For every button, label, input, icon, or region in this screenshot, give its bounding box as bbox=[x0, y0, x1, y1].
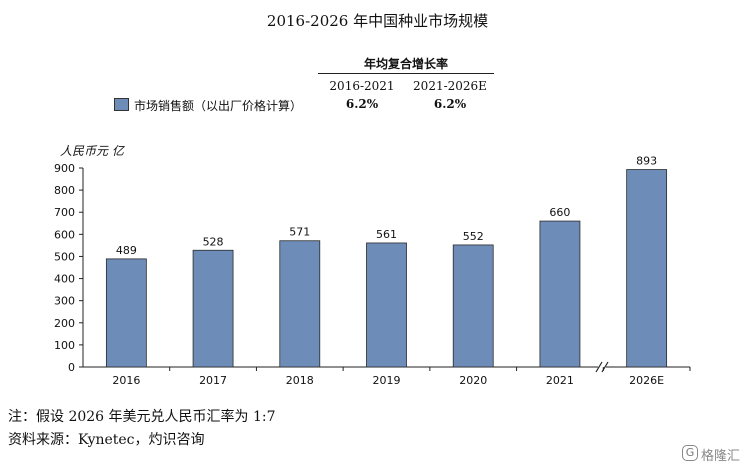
data-label: 561 bbox=[376, 228, 397, 241]
y-tick-label: 800 bbox=[54, 184, 75, 197]
legend-swatch bbox=[114, 98, 129, 111]
bar bbox=[539, 220, 581, 368]
y-tick-label: 900 bbox=[54, 162, 75, 175]
data-label: 552 bbox=[463, 230, 484, 243]
data-label: 571 bbox=[289, 226, 310, 239]
x-tick-label: 2026E bbox=[629, 374, 664, 387]
y-tick-label: 600 bbox=[54, 228, 75, 241]
bar bbox=[192, 249, 234, 368]
axis-break-mark bbox=[595, 361, 603, 373]
x-tick-label: 2019 bbox=[373, 374, 401, 387]
bar bbox=[279, 240, 321, 368]
cagr-column-2: 2021-2026E bbox=[413, 79, 487, 93]
legend-label: 市场销售额（以出厂价格计算） bbox=[134, 99, 303, 113]
cagr-value-2: 6.2% bbox=[433, 97, 467, 111]
chart-labels: 0 100 200 300 400 500 600 700 800 900 489 2016 528 20… bbox=[54, 155, 664, 387]
bar bbox=[105, 258, 147, 368]
y-tick-label: 200 bbox=[54, 317, 75, 330]
chart-title: 2016-2026 年中国种业市场规模 bbox=[266, 12, 489, 30]
y-tick-label: 0 bbox=[68, 361, 75, 374]
x-tick-label: 2021 bbox=[546, 374, 574, 387]
y-tick-label: 300 bbox=[54, 295, 75, 308]
footnote-assumption: 注：假设 2026 年美元兑人民币汇率为 1:7 bbox=[8, 409, 276, 425]
bar bbox=[452, 244, 494, 368]
bar bbox=[626, 169, 668, 368]
chart-axes bbox=[79, 167, 691, 373]
watermark-text: 格隆汇 bbox=[701, 449, 741, 464]
cagr-divider bbox=[318, 73, 494, 74]
x-tick-label: 2017 bbox=[199, 374, 227, 387]
data-label: 528 bbox=[203, 235, 224, 248]
y-tick-label: 500 bbox=[54, 250, 75, 263]
y-tick-label: 700 bbox=[54, 206, 75, 219]
y-tick-label: 100 bbox=[54, 339, 75, 352]
chart-bars bbox=[105, 169, 668, 368]
data-label: 893 bbox=[636, 155, 657, 168]
footnote-source: 资料来源：Kynetec，灼识咨询 bbox=[8, 432, 205, 448]
x-tick-label: 2016 bbox=[112, 374, 140, 387]
data-label: 489 bbox=[116, 244, 137, 257]
y-tick-label: 400 bbox=[54, 273, 75, 286]
cagr-header: 年均复合增长率 bbox=[363, 57, 448, 71]
cagr-value-1: 6.2% bbox=[345, 97, 379, 111]
x-tick-label: 2020 bbox=[459, 374, 487, 387]
data-label: 660 bbox=[549, 206, 570, 219]
watermark-logo-icon: G bbox=[682, 445, 698, 461]
bar bbox=[366, 242, 407, 368]
cagr-column-1: 2016-2021 bbox=[329, 79, 395, 93]
y-axis-label: 人民币元 亿 bbox=[60, 144, 124, 158]
x-tick-label: 2018 bbox=[286, 374, 314, 387]
